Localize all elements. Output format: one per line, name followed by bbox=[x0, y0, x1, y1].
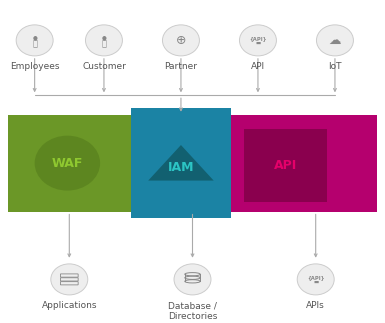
Bar bbox=[181, 115, 377, 212]
Text: {API}: {API} bbox=[307, 275, 325, 280]
Circle shape bbox=[35, 136, 100, 191]
Text: {API}: {API} bbox=[249, 36, 267, 41]
Text: ●: ● bbox=[102, 35, 106, 40]
Text: ⌒: ⌒ bbox=[32, 39, 37, 48]
Text: WAF: WAF bbox=[52, 157, 83, 170]
Bar bbox=[244, 129, 327, 202]
Bar bbox=[131, 108, 231, 218]
Text: ▬: ▬ bbox=[313, 280, 318, 285]
Text: ⌒: ⌒ bbox=[102, 40, 106, 49]
Text: ●: ● bbox=[32, 35, 37, 40]
Polygon shape bbox=[148, 145, 214, 181]
Circle shape bbox=[16, 25, 53, 56]
Text: Customer: Customer bbox=[82, 62, 126, 71]
Text: ⊕: ⊕ bbox=[176, 34, 186, 47]
Circle shape bbox=[174, 264, 211, 295]
Text: APIs: APIs bbox=[306, 301, 325, 310]
Circle shape bbox=[297, 264, 334, 295]
Circle shape bbox=[162, 25, 199, 56]
Circle shape bbox=[316, 25, 353, 56]
Text: ☁: ☁ bbox=[329, 34, 341, 47]
Text: IAM: IAM bbox=[168, 162, 194, 174]
Bar bbox=[8, 115, 377, 212]
Text: Database /
Directories: Database / Directories bbox=[168, 301, 217, 321]
Text: Partner: Partner bbox=[164, 62, 198, 71]
Circle shape bbox=[51, 264, 88, 295]
Text: ▬: ▬ bbox=[255, 41, 261, 46]
Text: IoT: IoT bbox=[328, 62, 342, 71]
Text: API: API bbox=[274, 159, 298, 172]
Text: Applications: Applications bbox=[42, 301, 97, 310]
Circle shape bbox=[239, 25, 276, 56]
Circle shape bbox=[85, 25, 122, 56]
Text: API: API bbox=[251, 62, 265, 71]
Text: Employees: Employees bbox=[10, 62, 59, 71]
